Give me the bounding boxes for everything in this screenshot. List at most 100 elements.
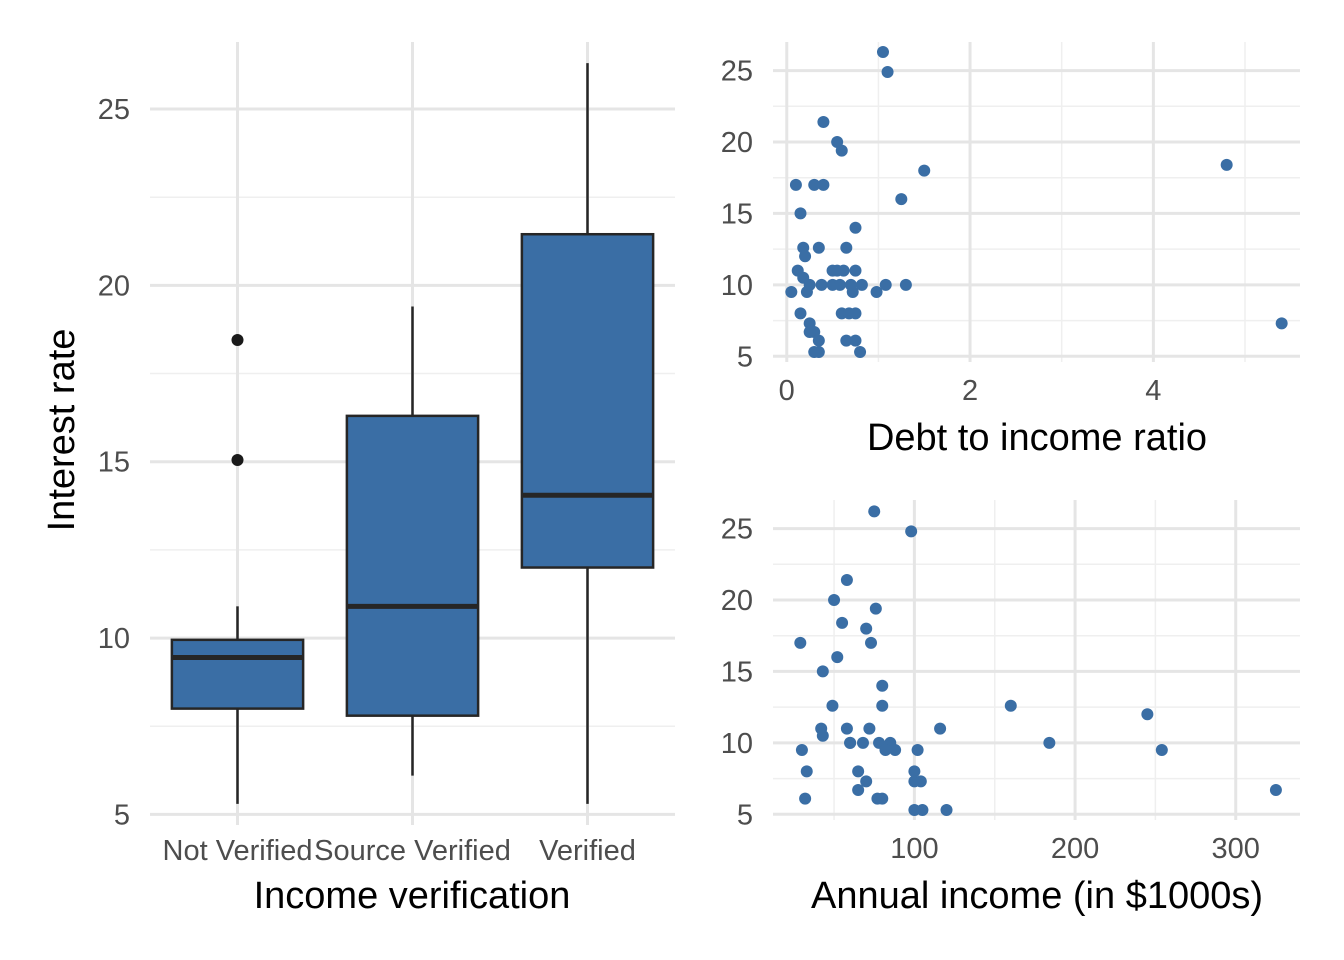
y-tick-label: 5 bbox=[737, 341, 753, 373]
data-point bbox=[1141, 708, 1154, 721]
y-tick-label: 25 bbox=[721, 56, 753, 88]
income-x-tick-labels: 100 200 300 bbox=[890, 833, 1260, 865]
dti-x-axis-title: Debt to income ratio bbox=[867, 417, 1207, 459]
data-point bbox=[849, 221, 862, 234]
data-point bbox=[911, 744, 924, 756]
data-point bbox=[876, 699, 889, 712]
data-point bbox=[895, 193, 908, 206]
data-point bbox=[835, 144, 848, 157]
x-tick-label: Not Verified bbox=[163, 835, 313, 867]
data-point bbox=[889, 744, 902, 756]
x-tick-label: 0 bbox=[779, 375, 795, 407]
data-point bbox=[794, 207, 807, 220]
data-point bbox=[940, 804, 953, 816]
y-tick-label: 20 bbox=[721, 127, 753, 159]
data-point bbox=[881, 66, 894, 78]
data-point bbox=[794, 307, 807, 320]
data-point bbox=[817, 178, 830, 191]
y-tick-label: 20 bbox=[98, 270, 130, 302]
data-point bbox=[905, 525, 918, 538]
data-point bbox=[812, 346, 825, 358]
data-point bbox=[800, 765, 813, 778]
data-point bbox=[1004, 699, 1017, 712]
data-point bbox=[876, 46, 889, 58]
income-points bbox=[794, 505, 1282, 816]
dti-x-tick-labels: 0 2 4 bbox=[779, 375, 1162, 407]
data-point bbox=[854, 346, 867, 358]
data-point bbox=[808, 178, 821, 191]
box bbox=[520, 232, 655, 569]
data-point bbox=[852, 765, 865, 778]
data-point bbox=[815, 278, 828, 291]
data-point bbox=[789, 178, 802, 191]
data-point bbox=[855, 278, 868, 291]
data-point bbox=[908, 765, 921, 778]
x-tick-label: 100 bbox=[890, 833, 938, 865]
data-point bbox=[849, 264, 862, 277]
data-point bbox=[836, 616, 849, 629]
data-point bbox=[899, 278, 912, 291]
data-point bbox=[812, 334, 825, 347]
boxplot-panel: 5 10 15 20 25 Not Verified Source Verified Ver… bbox=[41, 42, 675, 917]
data-point bbox=[870, 286, 883, 298]
boxplot-x-axis-title: Income verification bbox=[254, 875, 571, 917]
data-point bbox=[852, 784, 865, 796]
data-point bbox=[863, 722, 876, 735]
data-point bbox=[795, 744, 808, 756]
data-point bbox=[828, 594, 841, 606]
boxplot-marks bbox=[170, 63, 655, 804]
data-point bbox=[840, 241, 853, 254]
dti-scatter-panel: 5 10 15 20 25 0 2 4 Debt to income ratio bbox=[721, 42, 1300, 459]
y-tick-label: 10 bbox=[721, 270, 753, 302]
x-tick-label: 300 bbox=[1212, 833, 1260, 865]
data-point bbox=[840, 722, 853, 735]
outlier-point bbox=[231, 453, 244, 466]
data-point bbox=[876, 679, 889, 692]
data-point bbox=[799, 792, 812, 805]
income-gridlines bbox=[773, 500, 1300, 820]
boxplot-y-axis-title: Interest rate bbox=[41, 329, 83, 532]
data-point bbox=[840, 574, 853, 586]
data-point bbox=[865, 636, 878, 649]
income-y-tick-labels: 5 10 15 20 25 bbox=[721, 514, 753, 832]
data-point bbox=[1155, 744, 1168, 756]
data-point bbox=[833, 278, 846, 291]
data-point bbox=[934, 722, 947, 735]
data-point bbox=[916, 804, 929, 816]
data-point bbox=[1275, 317, 1288, 330]
y-tick-label: 15 bbox=[98, 447, 130, 479]
data-point bbox=[785, 286, 798, 298]
income-scatter-panel: 5 10 15 20 25 100 200 300 Annual income (in $1… bbox=[721, 500, 1300, 917]
x-tick-label: Verified bbox=[539, 835, 636, 867]
x-tick-label: Source Verified bbox=[314, 835, 511, 867]
data-point bbox=[879, 744, 892, 756]
data-point bbox=[868, 505, 881, 518]
y-tick-label: 10 bbox=[721, 728, 753, 760]
dti-points bbox=[785, 46, 1288, 358]
data-point bbox=[831, 651, 844, 664]
data-point bbox=[860, 622, 873, 635]
y-tick-label: 15 bbox=[721, 198, 753, 230]
outlier-point bbox=[231, 334, 244, 347]
x-tick-label: 2 bbox=[962, 375, 978, 407]
data-point bbox=[879, 278, 892, 291]
y-tick-label: 15 bbox=[721, 656, 753, 688]
data-point bbox=[1043, 736, 1056, 749]
boxplot-x-tick-labels: Not Verified Source Verified Verified bbox=[163, 835, 636, 867]
y-tick-label: 5 bbox=[114, 799, 130, 831]
box bbox=[170, 638, 305, 710]
box bbox=[345, 414, 480, 717]
data-point bbox=[803, 326, 816, 338]
data-point bbox=[816, 729, 829, 742]
data-point bbox=[800, 286, 813, 298]
data-point bbox=[849, 334, 862, 347]
y-tick-label: 25 bbox=[98, 94, 130, 126]
data-point bbox=[840, 334, 853, 347]
y-tick-label: 25 bbox=[721, 514, 753, 546]
boxplot-y-tick-labels: 5 10 15 20 25 bbox=[98, 94, 130, 831]
data-point bbox=[812, 241, 825, 254]
data-point bbox=[799, 250, 812, 263]
data-point bbox=[918, 164, 931, 177]
data-point bbox=[846, 286, 859, 298]
y-tick-label: 20 bbox=[721, 585, 753, 617]
